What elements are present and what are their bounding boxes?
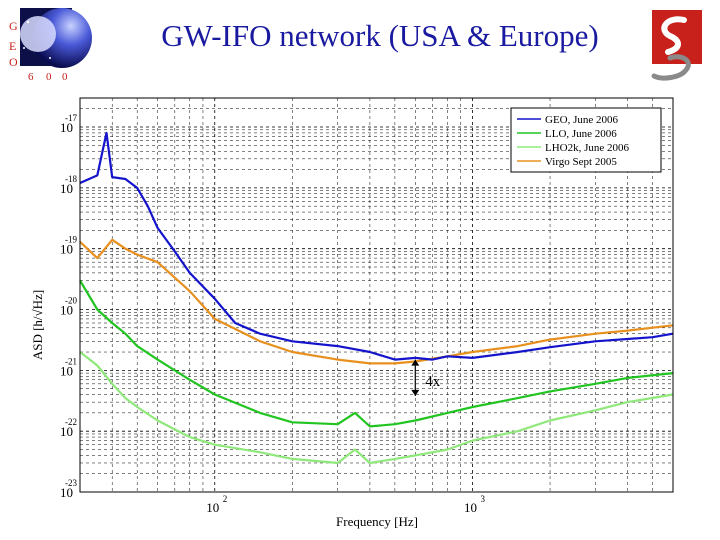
logo-digit: 0 bbox=[62, 71, 68, 83]
series-line-2 bbox=[79, 279, 674, 428]
y-tick-label: 10 bbox=[60, 120, 73, 135]
asd-chart: 10-1710-1810-1910-2010-2110-2210-2310210… bbox=[30, 97, 674, 529]
y-axis-label: ASD [h/√Hz] bbox=[30, 290, 45, 360]
series-line-4 bbox=[79, 238, 674, 365]
y-tick-label: 10 bbox=[60, 363, 73, 378]
geo600-logo: G E O 6 0 0 bbox=[9, 8, 92, 83]
y-tick-exponent: -19 bbox=[65, 235, 77, 245]
logo-moon bbox=[20, 16, 56, 52]
y-tick-label: 10 bbox=[60, 181, 73, 196]
legend-label: LHO2k, June 2006 bbox=[545, 142, 630, 154]
y-tick-label: 10 bbox=[60, 242, 73, 257]
legend-label: GEO, June 2006 bbox=[545, 114, 619, 126]
annotation-arrow-head bbox=[411, 359, 420, 366]
y-tick-label: 10 bbox=[60, 303, 73, 318]
annotation-label: 4x bbox=[425, 374, 441, 390]
logo-digit: 6 bbox=[28, 71, 34, 83]
y-tick-exponent: -18 bbox=[65, 174, 77, 184]
y-tick-exponent: -22 bbox=[65, 417, 77, 427]
x-tick-label: 10 bbox=[206, 500, 219, 515]
y-tick-label: 10 bbox=[60, 485, 73, 500]
logo-letter: G bbox=[9, 19, 18, 33]
logo-letter: E bbox=[9, 39, 16, 53]
x-tick-exponent: 3 bbox=[480, 494, 485, 504]
slide-title: GW-IFO network (USA & Europe) bbox=[161, 18, 599, 53]
y-tick-exponent: -23 bbox=[65, 478, 77, 488]
institute-logo bbox=[651, 10, 702, 81]
annotation-4x: 4x bbox=[411, 359, 441, 396]
y-tick-label: 10 bbox=[60, 424, 73, 439]
y-tick-exponent: -17 bbox=[65, 113, 77, 123]
chart-series-layer bbox=[79, 131, 674, 465]
x-tick-label: 10 bbox=[464, 500, 477, 515]
legend-label: Virgo Sept 2005 bbox=[545, 156, 617, 168]
logo-letter: O bbox=[9, 55, 18, 69]
x-tick-exponent: 2 bbox=[223, 494, 228, 504]
legend-label: LLO, June 2006 bbox=[545, 128, 617, 140]
x-axis-label: Frequency [Hz] bbox=[336, 514, 418, 529]
chart-grid bbox=[79, 97, 674, 493]
plot-frame bbox=[79, 97, 674, 493]
annotation-arrow-head bbox=[411, 389, 420, 396]
y-tick-exponent: -20 bbox=[65, 296, 77, 306]
y-tick-exponent: -21 bbox=[65, 356, 77, 366]
legend: GEO, June 2006 LLO, June 2006 LHO2k, June … bbox=[510, 107, 662, 173]
tick-labels: 10-1710-1810-1910-2010-2110-2210-2310210… bbox=[60, 113, 485, 515]
series-line-1 bbox=[79, 131, 674, 361]
logo-digit: 0 bbox=[46, 71, 52, 83]
series-line-3 bbox=[79, 351, 674, 465]
